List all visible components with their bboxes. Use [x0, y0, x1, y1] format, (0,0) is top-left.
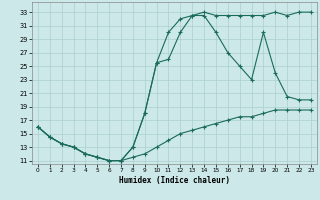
X-axis label: Humidex (Indice chaleur): Humidex (Indice chaleur)	[119, 176, 230, 185]
